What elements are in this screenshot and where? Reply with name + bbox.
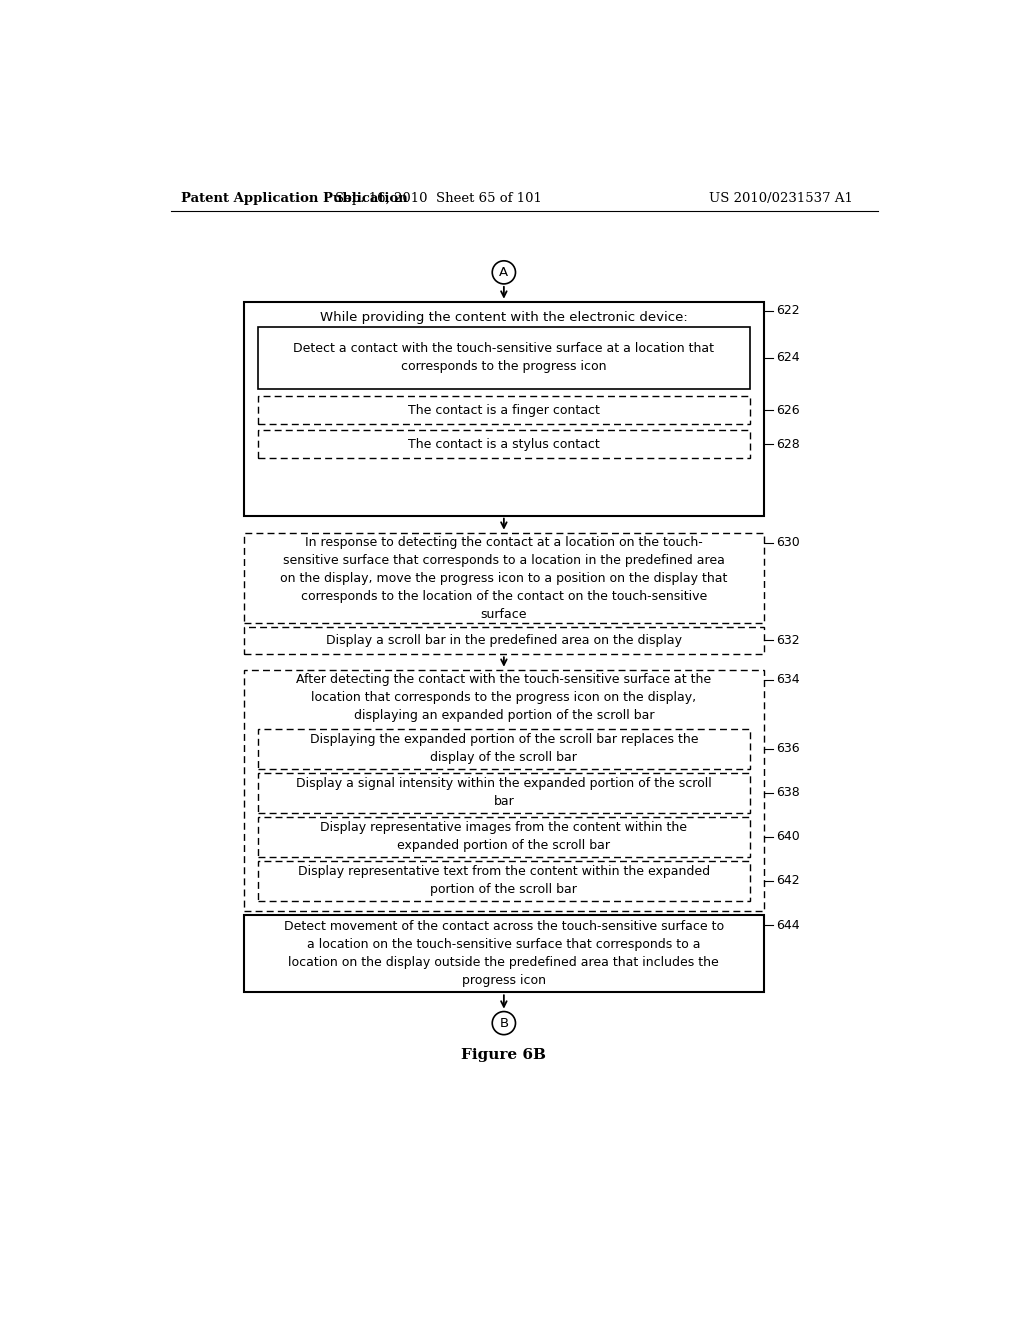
Text: 642: 642 (776, 874, 800, 887)
Text: B: B (500, 1016, 509, 1030)
Text: A: A (500, 265, 509, 279)
Text: Displaying the expanded portion of the scroll bar replaces the
display of the sc: Displaying the expanded portion of the s… (309, 734, 698, 764)
Text: Display a scroll bar in the predefined area on the display: Display a scroll bar in the predefined a… (326, 634, 682, 647)
Text: The contact is a stylus contact: The contact is a stylus contact (408, 437, 600, 450)
Text: Detect a contact with the touch-sensitive surface at a location that
corresponds: Detect a contact with the touch-sensitiv… (293, 342, 715, 374)
Text: Display a signal intensity within the expanded portion of the scroll
bar: Display a signal intensity within the ex… (296, 777, 712, 808)
Bar (258, 430, 750, 458)
Text: 644: 644 (776, 919, 800, 932)
Text: US 2010/0231537 A1: US 2010/0231537 A1 (710, 191, 853, 205)
Text: 636: 636 (776, 742, 800, 755)
Text: While providing the content with the electronic device:: While providing the content with the ele… (319, 310, 688, 323)
Text: The contact is a finger contact: The contact is a finger contact (408, 404, 600, 417)
Text: 626: 626 (776, 404, 800, 417)
Bar (245, 669, 764, 911)
Text: Display representative images from the content within the
expanded portion of th: Display representative images from the c… (321, 821, 687, 853)
Text: 628: 628 (776, 437, 800, 450)
Bar (258, 817, 750, 857)
Text: 632: 632 (776, 634, 800, 647)
Text: 624: 624 (776, 351, 800, 364)
Bar (245, 915, 764, 993)
Text: Detect movement of the contact across the touch-sensitive surface to
a location : Detect movement of the contact across th… (284, 920, 724, 987)
Text: Sep. 16, 2010  Sheet 65 of 101: Sep. 16, 2010 Sheet 65 of 101 (335, 191, 542, 205)
Text: 622: 622 (776, 305, 800, 317)
Text: 630: 630 (776, 536, 800, 549)
Bar (245, 532, 764, 623)
Text: Figure 6B: Figure 6B (462, 1048, 547, 1063)
Bar (258, 774, 750, 813)
Text: In response to detecting the contact at a location on the touch-
sensitive surfa: In response to detecting the contact at … (281, 536, 728, 620)
Text: 634: 634 (776, 673, 800, 686)
Bar (258, 729, 750, 770)
Bar (245, 627, 764, 655)
Text: Patent Application Publication: Patent Application Publication (180, 191, 408, 205)
Text: 640: 640 (776, 830, 800, 843)
Text: Display representative text from the content within the expanded
portion of the : Display representative text from the con… (298, 865, 710, 896)
Bar (258, 861, 750, 900)
Bar (245, 302, 764, 516)
Bar (258, 396, 750, 424)
Bar (258, 327, 750, 388)
Text: After detecting the contact with the touch-sensitive surface at the
location tha: After detecting the contact with the tou… (296, 673, 712, 722)
Text: 638: 638 (776, 787, 800, 800)
